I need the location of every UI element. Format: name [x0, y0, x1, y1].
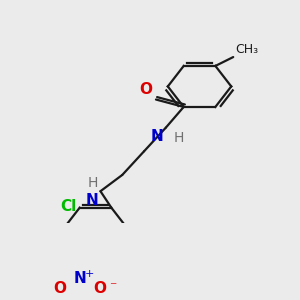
- Text: H: H: [88, 176, 98, 190]
- Text: O: O: [93, 281, 106, 296]
- Text: O: O: [53, 281, 66, 296]
- Text: Cl: Cl: [60, 199, 77, 214]
- Text: N: N: [73, 271, 86, 286]
- Text: CH₃: CH₃: [235, 43, 258, 56]
- Text: H: H: [174, 131, 184, 145]
- Text: +: +: [85, 269, 94, 279]
- Text: ⁻: ⁻: [110, 280, 117, 295]
- Text: N: N: [151, 129, 164, 144]
- Text: N: N: [86, 194, 98, 208]
- Text: O: O: [139, 82, 152, 97]
